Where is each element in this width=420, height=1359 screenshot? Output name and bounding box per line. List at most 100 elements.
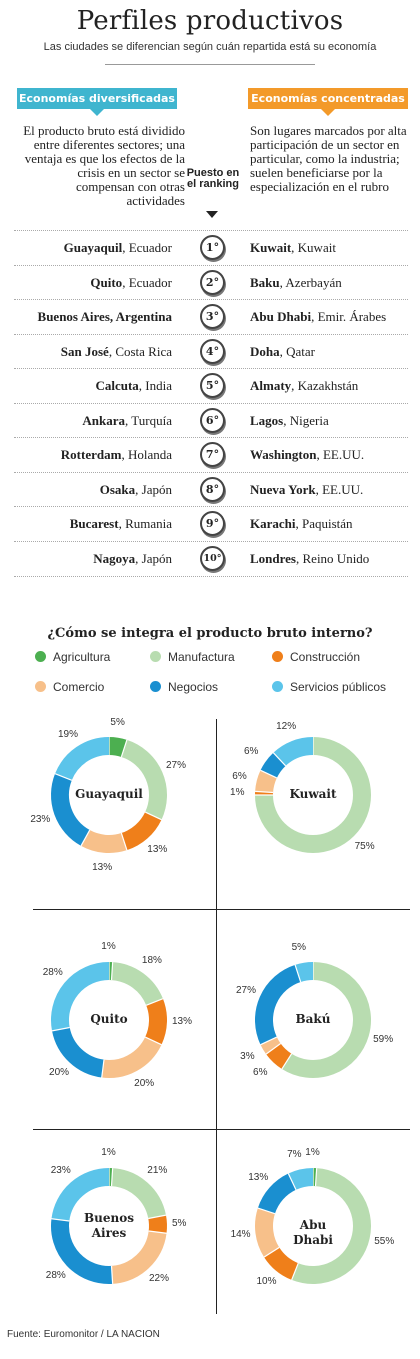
donut-segment-negocios [255, 964, 302, 1045]
donut-segment-separator [51, 1026, 70, 1032]
diversified-city: Calcuta, India [95, 378, 172, 394]
donut-percent-label: 22% [148, 1273, 169, 1285]
donut-segment-construcción [264, 1247, 299, 1280]
ranking-row: Rotterdam, Holanda 7° Washington, EE.UU. [14, 437, 408, 472]
grid-divider-horizontal [33, 909, 410, 910]
city-name: Rotterdam [60, 447, 122, 462]
rank-badge: 7° [200, 442, 225, 467]
donut-segment-separator [294, 964, 302, 983]
donut-segment-comercio [260, 1036, 281, 1055]
city-country: , Nigeria [283, 412, 329, 428]
legend-swatch [150, 651, 161, 662]
donut-percent-label: 19% [57, 728, 78, 740]
diversified-tag-arrow-icon [90, 109, 104, 116]
rank-badge: 4° [200, 338, 225, 364]
concentrated-tag: Economías concentradas [248, 88, 408, 109]
donut-segment-comercio [101, 1036, 162, 1078]
donut-svg [255, 737, 371, 853]
city-country: , Azerbayán [279, 274, 342, 290]
concentrated-city: Baku, Azerbayán [250, 275, 342, 291]
city-country: , Japón [135, 550, 172, 566]
legend-swatch [35, 681, 46, 692]
donut-percent-label: 18% [141, 954, 162, 966]
donut-center-label: Buenos Aires [84, 1211, 134, 1240]
diversified-city: Bucarest, Rumania [70, 516, 172, 532]
title-divider [105, 64, 315, 65]
city-country: , Ecuador [122, 274, 172, 290]
donut-svg [51, 737, 167, 853]
donut-segment-construcción [144, 998, 167, 1045]
donut-segment-comercio [111, 1230, 167, 1284]
donut-segment-construcción [148, 1215, 167, 1234]
concentrated-city: Doha, Qatar [250, 344, 315, 360]
donut-segment-servicios-públicos [295, 962, 314, 983]
city-country: , Holanda [121, 447, 172, 462]
donut-segment-separator [260, 769, 278, 779]
donut-percent-label: 12% [276, 721, 297, 733]
donut-segment-servicios-públicos [51, 962, 110, 1031]
donut-percent-label: 75% [354, 840, 375, 852]
concentrated-city: Abu Dhabi, Emir. Árabes [250, 309, 386, 325]
donut-segment-negocios [257, 1173, 297, 1215]
diversified-tag: Economías diversificadas [17, 88, 177, 109]
city-name: Quito [90, 274, 123, 290]
donut-segment-manufactura [255, 737, 371, 853]
city-name: San José [60, 343, 109, 359]
donut-percent-label: 7% [287, 1148, 302, 1160]
city-name: Nueva York [250, 481, 316, 497]
concentrated-city: Londres, Reino Unido [250, 551, 369, 567]
concentrated-city: Almaty, Kazakhstán [250, 378, 358, 394]
legend-label: Negocios [168, 680, 219, 694]
city-country: , Ecuador [122, 240, 172, 255]
ranking-row: Nagoya, Japón 10° Londres, Reino Unido [14, 540, 408, 577]
donut-segment-negocios [260, 752, 286, 779]
gdp-section-title: ¿Cómo se integra el producto bruto inter… [47, 626, 373, 641]
donut-percent-label: 59% [373, 1034, 394, 1046]
concentrated-city: Karachi, Paquistán [250, 516, 353, 532]
donut-svg [51, 1168, 167, 1284]
donut-percent-label: 23% [50, 1165, 71, 1177]
donut-segment-separator [110, 1265, 114, 1284]
donut-segment-separator [120, 832, 128, 851]
city-name: Londres [250, 550, 296, 566]
city-country: , India [138, 378, 172, 393]
donut-segment-separator [51, 1218, 70, 1222]
page-subtitle: Las ciudades se diferencian según cuán r… [43, 41, 377, 53]
donut-center-label: Guayaquil [75, 787, 143, 801]
donut-segment-construcción [120, 811, 162, 851]
city-country: , EE.UU. [315, 481, 364, 497]
donut-chart [39, 725, 179, 865]
ranking-row: Guayaquil, Ecuador 1° Kuwait, Kuwait [14, 230, 408, 265]
legend-item: Negocios [150, 680, 218, 694]
donut-segment-separator [263, 1246, 280, 1258]
concentrated-city: Nueva York, EE.UU. [250, 482, 363, 498]
ranking-row: Buenos Aires, Argentina 3° Abu Dhabi, Emir… [14, 299, 408, 334]
donut-svg [51, 962, 167, 1078]
donut-percent-label: 5% [291, 941, 307, 953]
donut-percent-label: 21% [147, 1165, 168, 1177]
donut-segment-separator [145, 998, 164, 1006]
donut-segment-separator [144, 1036, 162, 1046]
donut-percent-label: 28% [45, 1269, 66, 1281]
donut-segment-construcción [266, 1043, 292, 1069]
city-country: , Emir. Árabes [311, 309, 387, 324]
rank-badge: 3° [200, 304, 225, 329]
donut-segment-manufactura [281, 962, 371, 1078]
legend-label: Servicios públicos [290, 680, 387, 694]
donut-center-label: Bakú [295, 1012, 331, 1026]
donut-percent-label: 5% [110, 716, 125, 728]
diversified-city: San José, Costa Rica [61, 344, 172, 360]
donut-percent-label: 6% [253, 1067, 268, 1079]
donut-segment-comercio [255, 1208, 280, 1258]
donut-segment-manufactura [111, 1168, 166, 1219]
donut-percent-label: 1% [101, 941, 116, 953]
grid-divider-vertical [216, 909, 217, 1129]
concentrated-city: Lagos, Nigeria [250, 413, 329, 429]
donut-segment-separator [110, 1168, 114, 1187]
donut-segment-servicios-públicos [273, 737, 314, 767]
donut-percent-label: 6% [243, 746, 259, 758]
rank-badge: 8° [200, 476, 225, 502]
donut-percent-label: 5% [171, 1217, 187, 1229]
donut-segment-manufactura [291, 1168, 371, 1284]
rank-badge: 6° [200, 407, 225, 433]
